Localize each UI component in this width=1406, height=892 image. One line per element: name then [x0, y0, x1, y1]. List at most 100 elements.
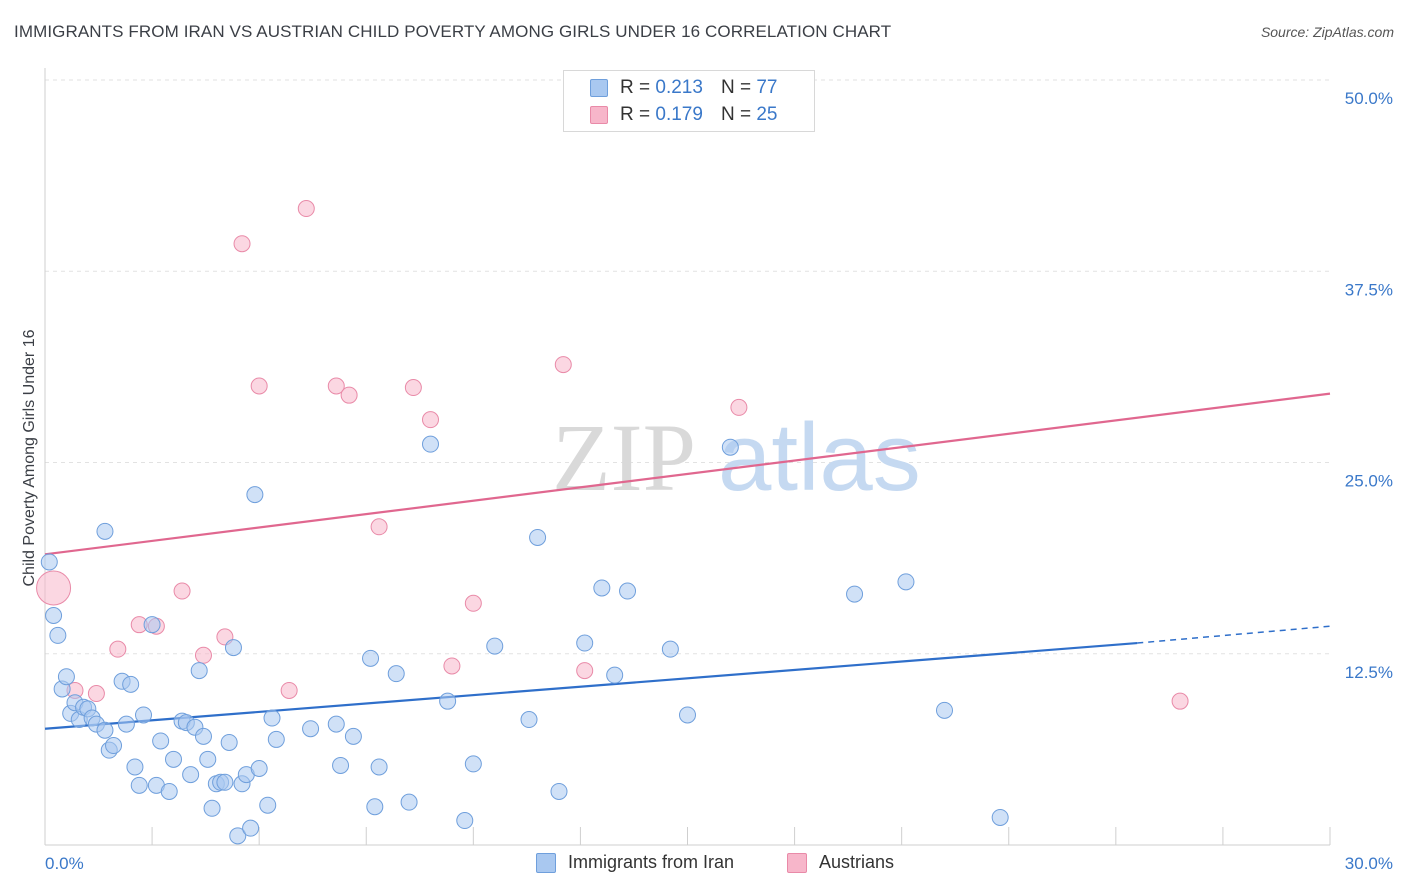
point-iran — [332, 756, 350, 774]
point-iran — [259, 796, 277, 814]
point-austrians — [464, 594, 482, 612]
point-iran — [897, 573, 915, 591]
point-iran — [263, 709, 281, 727]
point-iran — [182, 766, 200, 784]
point-iran — [199, 750, 217, 768]
point-iran — [529, 528, 547, 546]
legend-item-austrians[interactable]: Austrians — [787, 852, 894, 873]
point-iran — [165, 750, 182, 768]
legend-row-iran: R = 0.213 N = 77 — [590, 77, 777, 99]
point-austrians — [87, 685, 105, 703]
correlation-legend: R = 0.213 N = 77 R = 0.179 N = 25 — [563, 70, 815, 132]
legend-label-iran: Immigrants from Iran — [568, 852, 735, 872]
point-iran — [366, 798, 384, 816]
point-iran — [593, 579, 611, 597]
legend-r-value: 0.179 — [655, 104, 703, 125]
legend-r-value: 0.213 — [655, 77, 703, 98]
y-axis-label: Child Poverty Among Girls Under 16 — [21, 329, 38, 586]
point-iran — [117, 715, 135, 733]
point-austrians — [340, 386, 358, 404]
point-iran — [661, 640, 679, 658]
legend-swatch-austrians — [787, 852, 807, 873]
point-iran — [846, 585, 864, 603]
point-iran — [721, 438, 739, 456]
point-iran — [45, 607, 63, 624]
point-iran — [194, 727, 212, 745]
point-austrians — [443, 657, 461, 675]
point-austrians — [370, 518, 388, 536]
trend-line-iran — [44, 641, 1138, 730]
legend-r-label: R = — [620, 104, 651, 125]
legend-label-austrians: Austrians — [819, 852, 895, 872]
point-iran — [486, 637, 504, 655]
y-tick-label: 25.0% — [1345, 472, 1393, 491]
x-tick-label: 0.0% — [45, 854, 84, 873]
point-iran — [57, 668, 75, 686]
point-austrians — [233, 235, 251, 253]
point-austrians — [730, 398, 748, 416]
series-legend: Immigrants from Iran Austrians — [0, 852, 1406, 876]
point-iran — [40, 553, 58, 571]
point-iran — [936, 701, 953, 719]
point-austrians — [422, 411, 439, 429]
point-iran — [327, 715, 345, 733]
points-iran — [40, 435, 1009, 845]
point-iran — [152, 732, 170, 750]
y-tick-labels: 12.5% 25.0% 37.5% 50.0% — [1345, 89, 1393, 682]
point-austrians — [297, 200, 315, 218]
point-iran — [105, 737, 123, 755]
legend-n-label: N = — [720, 104, 752, 125]
point-iran — [229, 827, 247, 845]
point-austrians — [1171, 692, 1189, 710]
point-austrians — [109, 640, 127, 658]
point-iran — [267, 730, 285, 748]
y-tick-label: 50.0% — [1345, 89, 1393, 108]
point-austrians — [554, 356, 572, 374]
legend-n-value: 77 — [756, 77, 778, 98]
point-iran — [456, 812, 474, 830]
point-iran — [387, 665, 405, 683]
point-iran — [464, 755, 482, 773]
point-iran — [362, 649, 380, 667]
point-iran — [422, 435, 439, 453]
y-tick-label: 37.5% — [1345, 280, 1393, 299]
legend-swatch-iran — [590, 79, 608, 97]
point-iran — [344, 727, 362, 745]
x-tick-label: 30.0% — [1345, 854, 1393, 873]
x-tick-labels: 0.0% 30.0% — [45, 854, 1393, 873]
trend-line-iran-extension — [1137, 625, 1331, 644]
legend-n-label: N = — [720, 77, 752, 98]
point-iran — [126, 758, 144, 776]
point-iran — [130, 776, 148, 794]
point-iran — [302, 720, 320, 738]
point-iran — [135, 706, 153, 724]
source-label: Source: ZipAtlas.com — [1260, 24, 1394, 40]
watermark: ZIP atlas — [552, 404, 921, 511]
point-austrians — [280, 681, 298, 699]
points-austrians — [36, 74, 1189, 710]
point-iran — [370, 758, 388, 776]
point-iran — [203, 799, 221, 817]
point-austrians — [327, 377, 345, 395]
point-iran — [216, 773, 234, 791]
legend-item-iran[interactable]: Immigrants from Iran — [536, 852, 734, 873]
point-iran — [246, 486, 264, 504]
point-iran — [679, 706, 696, 724]
point-iran — [550, 782, 568, 800]
point-iran — [96, 522, 114, 540]
point-austrians — [404, 379, 422, 397]
point-iran — [619, 582, 637, 600]
legend-row-austrians: R = 0.179 N = 25 — [590, 104, 777, 126]
point-iran — [122, 675, 140, 693]
point-iran — [991, 808, 1009, 826]
point-iran — [96, 721, 114, 739]
point-iran — [400, 793, 418, 811]
point-iran — [49, 626, 67, 644]
point-iran — [160, 782, 178, 800]
point-austrians — [250, 377, 268, 395]
point-iran — [190, 662, 208, 680]
chart-title: IMMIGRANTS FROM IRAN VS AUSTRIAN CHILD P… — [14, 22, 892, 41]
legend-n-value: 25 — [756, 104, 778, 125]
point-iran — [143, 616, 161, 634]
